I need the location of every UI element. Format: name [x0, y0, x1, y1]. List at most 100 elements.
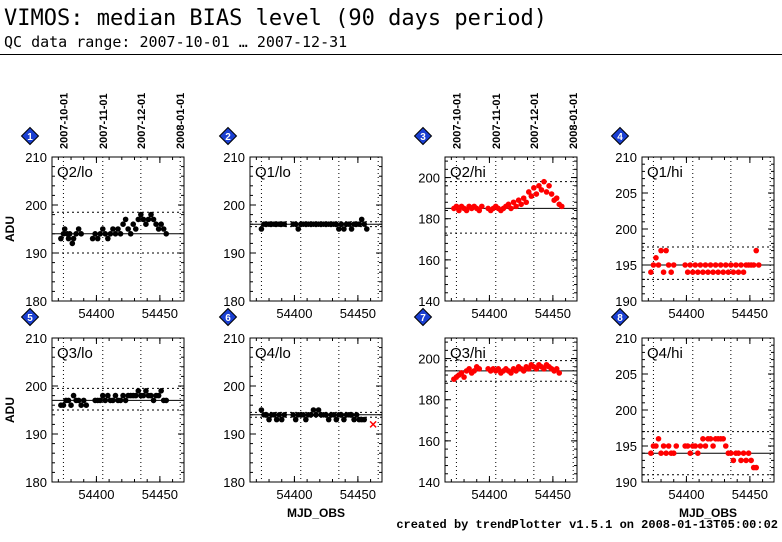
data-point [710, 443, 716, 449]
data-point [140, 392, 147, 399]
data-point [660, 269, 667, 276]
data-point [471, 368, 477, 374]
quadrant-label: Q2/lo [57, 164, 93, 181]
x-tick-label: 54450 [340, 306, 376, 321]
plot-frame [249, 337, 383, 483]
data-point [702, 262, 709, 268]
data-point [281, 221, 288, 227]
data-point [695, 450, 701, 457]
x-tick-label: 54450 [732, 306, 768, 321]
y-tick-label: 180 [25, 294, 47, 309]
x-tick-label: 54450 [142, 306, 178, 321]
data-point [99, 392, 106, 399]
data-point [665, 443, 672, 449]
outlier-point [369, 420, 377, 428]
data-point [323, 412, 329, 418]
data-point [158, 221, 164, 227]
data-point [163, 397, 170, 404]
data-point [728, 262, 734, 268]
data-point [130, 221, 137, 227]
y-tick-label: 200 [418, 352, 440, 367]
data-point [358, 216, 365, 223]
data-point [687, 262, 694, 268]
data-point [353, 412, 360, 418]
data-point [140, 216, 147, 223]
panel-number-text: 2 [225, 132, 231, 143]
data-point [308, 412, 314, 418]
quadrant-label: Q2/hi [450, 164, 486, 181]
y-tick-label: 200 [25, 379, 47, 394]
data-point [531, 185, 537, 191]
data-point [83, 402, 90, 409]
data-point [538, 187, 545, 193]
data-point [348, 412, 355, 418]
data-point [333, 221, 340, 227]
x-tick-label: 54450 [535, 487, 571, 502]
panel-number-text: 8 [617, 313, 623, 324]
y-tick-label: 180 [25, 475, 47, 490]
plot-frame [51, 156, 185, 302]
panel-number-text: 7 [420, 313, 426, 324]
panel-number-text: 5 [27, 313, 33, 324]
date-axis-label: 2007-11-01 [98, 93, 110, 149]
data-point [143, 221, 149, 227]
data-point [78, 231, 84, 237]
data-point [533, 191, 540, 197]
data-point [461, 374, 467, 380]
data-point [525, 366, 532, 372]
chart-panel-3: 140 160 180 200 54400 54450 Q2/hi 3 2007-10-01 20… [413, 93, 580, 321]
x-axis-label: MJD_OBS [679, 506, 737, 520]
data-point [94, 235, 101, 242]
data-point [75, 226, 82, 232]
data-point [97, 231, 104, 237]
data-point [107, 231, 114, 237]
data-point [346, 221, 352, 227]
data-point [697, 443, 704, 449]
data-point [148, 211, 154, 218]
quadrant-label: Q3/hi [450, 345, 486, 362]
data-point [338, 221, 345, 227]
data-point [292, 416, 299, 423]
panel-number-badge [610, 307, 630, 327]
data-point [670, 262, 677, 268]
data-point [720, 436, 727, 442]
data-point [295, 226, 302, 232]
data-point [515, 197, 522, 203]
data-point [728, 450, 734, 457]
data-point [673, 443, 680, 449]
data-point [341, 416, 347, 423]
data-point [300, 412, 307, 418]
data-point [717, 262, 724, 268]
data-point [748, 457, 754, 464]
data-point [655, 436, 662, 442]
data-point [730, 269, 737, 276]
data-point [541, 178, 547, 185]
data-point [145, 216, 152, 223]
date-axis-label: 2008-01-01 [175, 93, 187, 149]
data-point [105, 235, 111, 242]
data-point [546, 183, 552, 189]
data-point [740, 450, 747, 457]
data-point [97, 397, 104, 404]
data-point [75, 397, 82, 404]
data-point [330, 412, 337, 418]
data-point [348, 226, 355, 232]
data-point [148, 392, 154, 399]
data-point [263, 412, 270, 418]
x-tick-label: 54400 [276, 487, 312, 502]
data-point [453, 203, 460, 210]
data-point [665, 262, 672, 268]
y-tick-label: 190 [615, 475, 637, 490]
data-point [292, 221, 299, 227]
data-point [740, 269, 747, 276]
data-point [89, 235, 96, 242]
y-tick-label: 210 [25, 331, 47, 346]
chart-panel-5: 180 190 200 210 54400 54450 Q3/lo ADU 5 [3, 307, 185, 502]
data-point [684, 269, 691, 276]
data-point [755, 262, 762, 268]
data-point [313, 412, 319, 418]
data-point [695, 269, 701, 276]
data-point [155, 392, 162, 399]
data-point [143, 388, 149, 394]
